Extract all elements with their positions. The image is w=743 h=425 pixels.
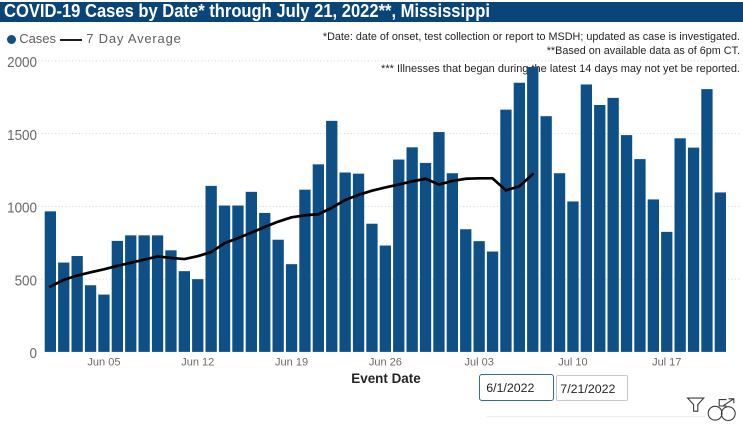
svg-text:1000: 1000 <box>7 200 37 217</box>
svg-text:Jul 17: Jul 17 <box>652 357 681 369</box>
svg-text:Jun 19: Jun 19 <box>275 357 308 369</box>
svg-text:Jul 03: Jul 03 <box>464 357 493 369</box>
svg-text:Jun 12: Jun 12 <box>181 357 214 369</box>
svg-text:2000: 2000 <box>7 54 37 71</box>
svg-text:500: 500 <box>15 272 37 289</box>
svg-text:1500: 1500 <box>7 127 37 144</box>
svg-text:Jul 10: Jul 10 <box>558 357 587 369</box>
svg-text:Jun 26: Jun 26 <box>369 357 402 369</box>
svg-text:Jun 05: Jun 05 <box>87 357 120 369</box>
svg-text:0: 0 <box>30 345 38 362</box>
